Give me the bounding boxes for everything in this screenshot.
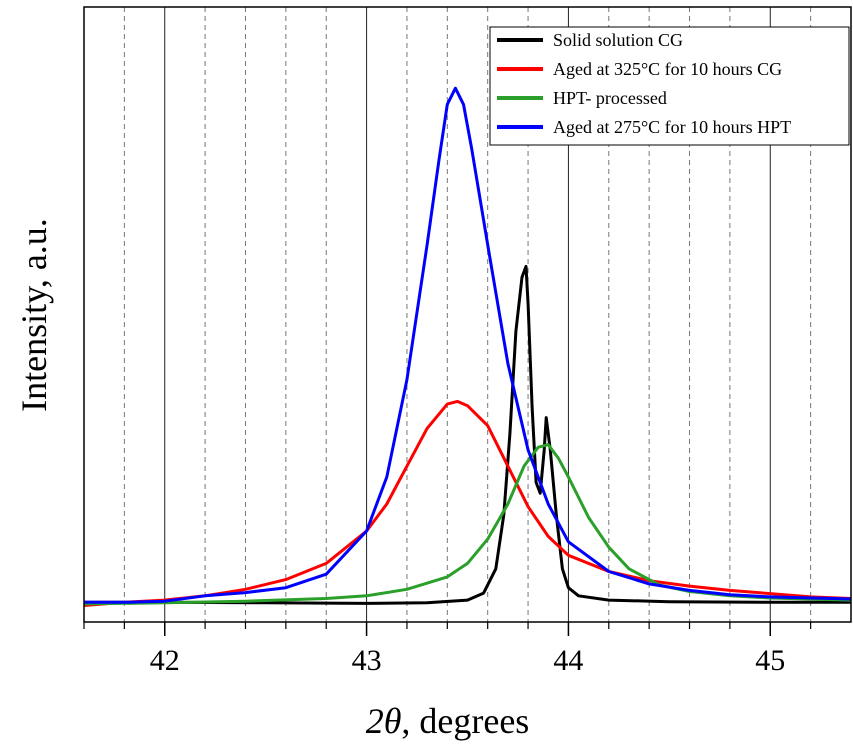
legend-label: Aged at 325°C for 10 hours CG	[553, 59, 782, 79]
legend-label: HPT- processed	[553, 88, 667, 108]
legend-label: Aged at 275°C for 10 hours HPT	[553, 117, 791, 137]
x-axis-ticks: 42 43 44 45	[83, 622, 812, 677]
legend-label: Solid solution CG	[553, 30, 683, 50]
legend-box	[489, 26, 850, 146]
series-line-1	[84, 264, 851, 605]
series-lines	[83, 86, 852, 607]
x-tick-label: 43	[352, 644, 382, 677]
y-axis-title: Intensity, a.u.	[14, 218, 54, 412]
series-line-3	[83, 443, 852, 606]
series-line-4	[84, 86, 852, 604]
x-axis-units: , degrees	[401, 701, 529, 741]
x-tick-label: 45	[755, 644, 785, 677]
legend: Solid solution CG Aged at 325°C for 10 ho…	[489, 26, 850, 146]
x-axis-title: 2θ, degrees	[366, 701, 530, 741]
x-tick-label: 42	[150, 644, 180, 677]
x-axis-symbol: 2θ	[366, 701, 402, 741]
series-line-2	[83, 399, 852, 607]
plot-frame	[83, 6, 852, 623]
x-tick-label: 44	[553, 644, 583, 677]
